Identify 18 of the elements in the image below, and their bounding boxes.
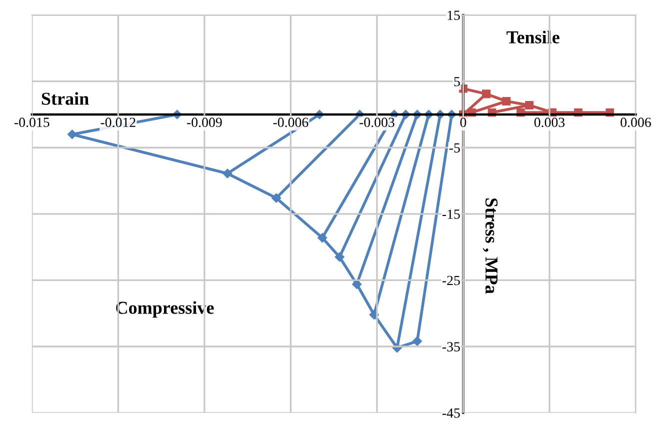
y-tick-label: -15 — [442, 210, 460, 219]
y-tick-label: 15 — [448, 10, 460, 20]
x-tick-label: -0.015 — [14, 118, 50, 128]
y-tick-label: -35 — [442, 342, 460, 352]
x-tick-label: -0.006 — [273, 118, 308, 128]
y-tick-label: -45 — [442, 408, 460, 418]
x-tick-label: -0.009 — [187, 118, 222, 128]
x-tick-label: 0 — [460, 118, 466, 128]
x-tick-label: 0.006 — [620, 118, 651, 128]
y-tick-label: -25 — [442, 276, 460, 286]
x-tick-label: -0.012 — [100, 118, 136, 128]
annotation: Compressive — [116, 301, 214, 318]
x-tick-label: 0.003 — [534, 118, 565, 128]
y-tick-label: 5 — [454, 77, 460, 86]
y-axis-title: Stress , MPa — [482, 198, 498, 294]
x-axis-title: Strain — [42, 92, 89, 105]
x-tick-label: -0.003 — [360, 118, 394, 128]
y-tick-label: -5 — [449, 143, 460, 153]
